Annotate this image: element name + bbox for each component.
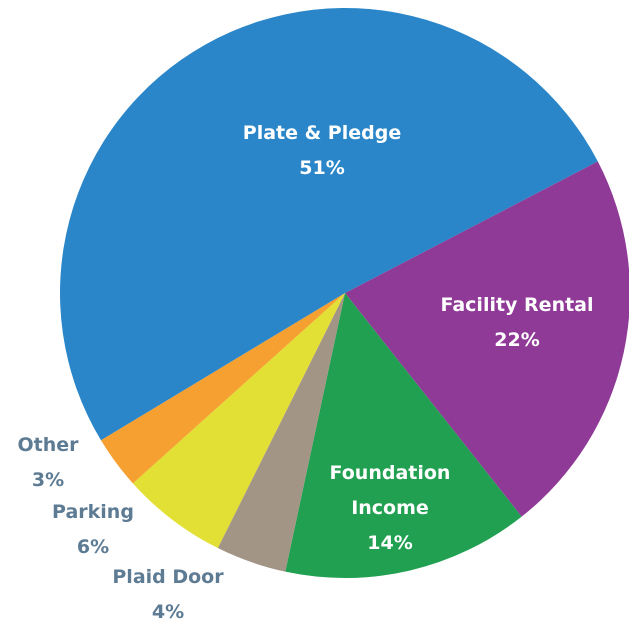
- slice-value: 14%: [367, 532, 413, 554]
- slice-label: Facility Rental 22%: [417, 288, 617, 358]
- slice-name: Plate & Pledge: [242, 122, 402, 144]
- slice-label: Plate & Pledge 51%: [212, 116, 432, 186]
- pie-slice: [285, 293, 522, 578]
- slice-value: 51%: [299, 157, 345, 179]
- slice-name: Plaid Door: [112, 566, 224, 588]
- slice-value: 3%: [31, 469, 65, 491]
- slice-value: 6%: [76, 536, 110, 558]
- pie-slice: [345, 161, 629, 517]
- slice-value: 4%: [151, 601, 185, 623]
- slice-label: Other 3%: [0, 428, 148, 498]
- slice-name: Facility Rental: [440, 294, 594, 316]
- slice-value: 22%: [494, 329, 540, 351]
- pie-slice: [132, 293, 345, 549]
- slice-label: Parking 6%: [0, 495, 193, 565]
- pie-slice: [100, 293, 345, 484]
- slice-name: Foundation Income: [329, 462, 451, 519]
- pie-slice: [217, 293, 345, 572]
- slice-name: Parking: [52, 501, 134, 523]
- slice-name: Other: [17, 434, 79, 456]
- slice-label: Foundation Income 14%: [315, 456, 465, 561]
- slice-label: Plaid Door 4%: [68, 560, 268, 630]
- pie-slice: [60, 8, 598, 441]
